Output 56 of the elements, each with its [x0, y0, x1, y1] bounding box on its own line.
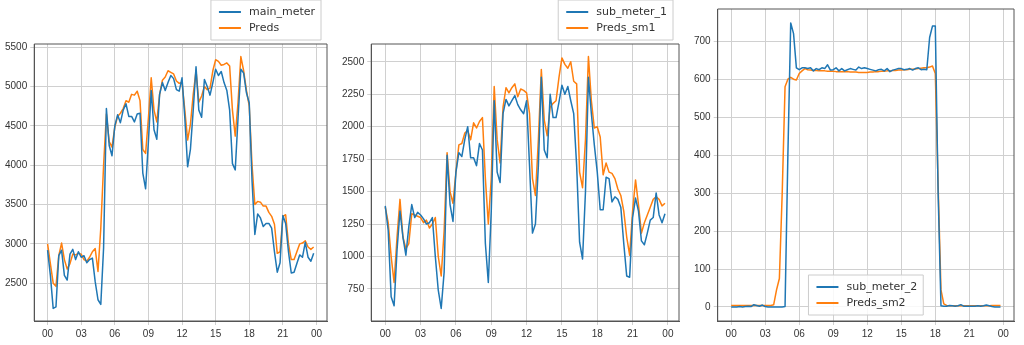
y-tick-label: 4000	[5, 158, 28, 170]
y-tick-label: 5000	[5, 80, 28, 92]
y-tick-label: 1500	[342, 185, 365, 197]
legend-label: Preds_sm2	[846, 295, 906, 309]
x-tick-label: 18	[929, 327, 942, 339]
y-tick-label: 2250	[342, 87, 365, 99]
x-tick-label: 12	[521, 327, 533, 339]
x-tick-label: 06	[450, 327, 462, 339]
x-tick-label: 15	[556, 327, 568, 339]
y-tick-label: 5500	[5, 40, 28, 52]
x-tick-label: 21	[277, 327, 289, 339]
y-tick-label: 0	[705, 300, 712, 312]
x-tick-label: 18	[243, 327, 256, 339]
x-tick-label: 09	[485, 327, 498, 339]
x-tick-label: 00	[997, 327, 1010, 339]
y-tick-label: 2500	[342, 55, 365, 67]
y-tick-label: 2500	[5, 276, 28, 288]
legend-label: sub_meter_2	[846, 279, 918, 293]
x-tick-label: 03	[759, 327, 772, 339]
y-tick-label: 1750	[342, 152, 365, 164]
legend-label: sub_meter_1	[596, 4, 668, 18]
x-tick-label: 18	[591, 327, 604, 339]
x-tick-label: 00	[662, 327, 674, 339]
legend-label: Preds_sm1	[596, 20, 656, 34]
x-tick-label: 03	[415, 327, 427, 339]
y-tick-label: 200	[694, 224, 712, 236]
x-tick-label: 06	[109, 327, 121, 339]
x-tick-label: 09	[142, 327, 155, 339]
x-tick-label: 03	[75, 327, 88, 339]
y-tick-label: 500	[694, 110, 712, 122]
y-tick-label: 100	[694, 262, 712, 274]
x-tick-label: 00	[310, 327, 323, 339]
y-tick-label: 750	[347, 282, 365, 294]
legend-label: main_meter	[248, 4, 316, 18]
x-tick-label: 21	[627, 327, 639, 339]
y-tick-label: 600	[694, 72, 712, 84]
y-tick-label: 3000	[5, 237, 28, 249]
x-tick-label: 12	[176, 327, 189, 339]
x-tick-label: 12	[861, 327, 874, 339]
y-tick-label: 400	[694, 148, 712, 160]
x-tick-label: 21	[963, 327, 976, 339]
x-tick-label: 09	[827, 327, 840, 339]
y-tick-label: 2000	[342, 120, 365, 132]
x-tick-label: 00	[42, 327, 54, 339]
y-tick-label: 1250	[342, 217, 365, 229]
y-tick-label: 4500	[5, 119, 28, 131]
y-tick-label: 3500	[5, 198, 28, 210]
y-tick-label: 300	[694, 186, 712, 198]
x-tick-label: 15	[895, 327, 908, 339]
legend-label: Preds	[248, 20, 280, 34]
x-tick-label: 15	[210, 327, 222, 339]
x-tick-label: 06	[793, 327, 806, 339]
y-tick-label: 1000	[342, 250, 365, 262]
y-tick-label: 700	[694, 35, 712, 47]
x-tick-label: 00	[725, 327, 738, 339]
x-tick-label: 00	[379, 327, 392, 339]
